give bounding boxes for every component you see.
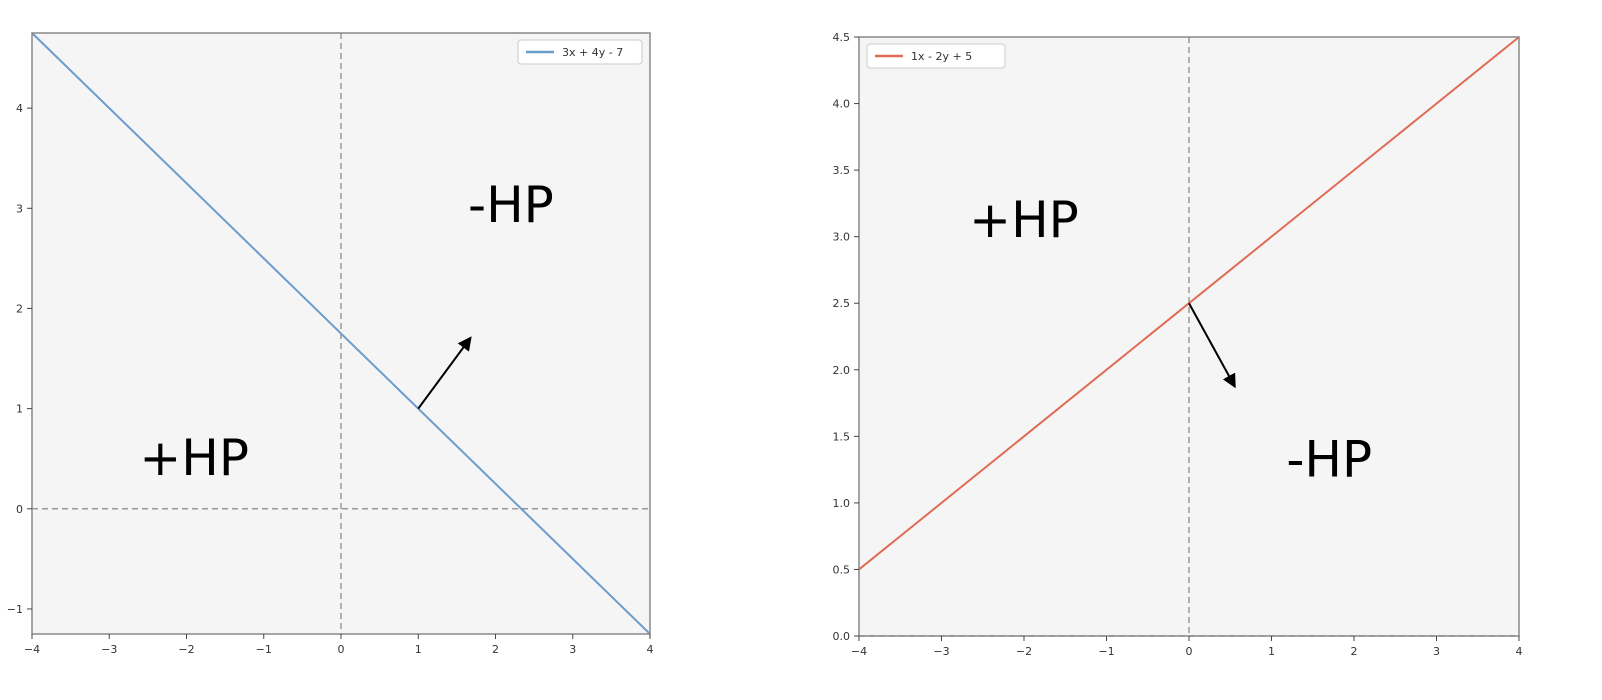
left-hyperplane-chart: -HP +HP −4 −3 −2 −1 0 1 2 3 4 −1 0 1 2 3 4 3x + 4y - 7 <box>7 32 654 656</box>
y-tick-label: 2.5 <box>833 297 851 310</box>
plot-area <box>859 37 1519 636</box>
y-tick-label: 4.5 <box>833 31 851 44</box>
legend-label: 3x + 4y - 7 <box>562 46 623 59</box>
x-tick-label: 1 <box>415 643 422 656</box>
legend: 1x - 2y + 5 <box>866 43 1006 69</box>
x-tick-label: 0 <box>338 643 345 656</box>
x-tick-label: −3 <box>933 645 949 658</box>
y-tick-label: 4.0 <box>833 98 851 111</box>
y-tick-label: 1 <box>16 403 23 416</box>
x-tick-label: −3 <box>101 643 117 656</box>
x-tick-label: 4 <box>647 643 654 656</box>
legend: 3x + 4y - 7 <box>517 39 643 65</box>
x-tick-label: −1 <box>1098 645 1114 658</box>
x-tick-label: 4 <box>1516 645 1523 658</box>
x-tick-label: −4 <box>851 645 867 658</box>
positive-halfplane-label: +HP <box>969 191 1079 249</box>
y-tick-label: 0.5 <box>833 563 851 576</box>
y-tick-label: 0.0 <box>833 630 851 643</box>
x-tick-label: −2 <box>1016 645 1032 658</box>
negative-halfplane-label: -HP <box>1286 430 1372 488</box>
y-tick-label: 3.5 <box>833 164 851 177</box>
y-tick-label: 1.0 <box>833 497 851 510</box>
legend-box <box>866 43 1006 69</box>
normal-vector-arrow <box>1188 302 1236 389</box>
x-tick-label: 2 <box>492 643 499 656</box>
negative-halfplane-label: -HP <box>468 176 554 234</box>
x-tick-label: −4 <box>24 643 40 656</box>
legend-label: 1x - 2y + 5 <box>911 50 972 63</box>
x-tick-label: 2 <box>1351 645 1358 658</box>
x-tick-label: 1 <box>1268 645 1275 658</box>
x-tick-label: −1 <box>256 643 272 656</box>
legend-box <box>517 39 643 65</box>
x-tick-label: −2 <box>178 643 194 656</box>
x-tick-label: 0 <box>1186 645 1193 658</box>
y-tick-label: 2 <box>16 302 23 315</box>
y-tick-label: 1.5 <box>833 430 851 443</box>
right-hyperplane-chart: +HP -HP −4 −3 −2 −1 0 1 2 3 4 0.0 0.5 1.0 1.5 2.0 2.5 3.0… <box>833 31 1523 658</box>
series-line-0 <box>31 32 651 635</box>
y-tick-label: 3 <box>16 202 23 215</box>
y-tick-label: 4 <box>16 102 23 115</box>
y-tick-label: 0 <box>16 503 23 516</box>
y-tick-label: 3.0 <box>833 231 851 244</box>
x-tick-label: 3 <box>569 643 576 656</box>
positive-halfplane-label: +HP <box>139 429 249 487</box>
normal-vector-arrow <box>417 336 472 410</box>
x-tick-label: 3 <box>1433 645 1440 658</box>
y-tick-label: −1 <box>7 603 23 616</box>
y-tick-label: 2.0 <box>833 364 851 377</box>
